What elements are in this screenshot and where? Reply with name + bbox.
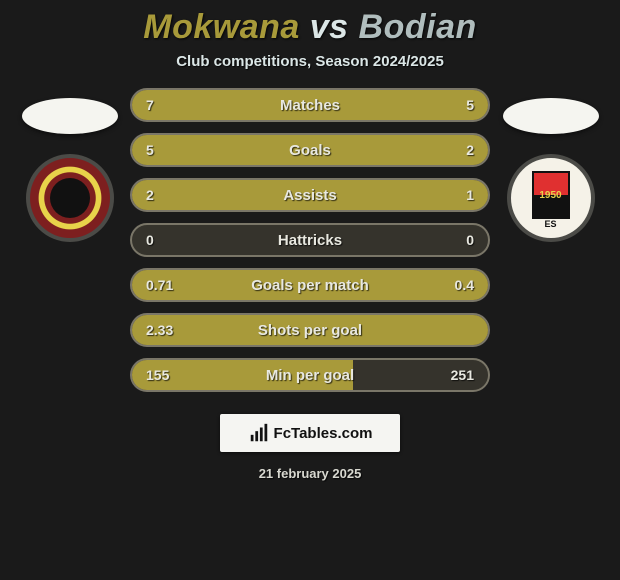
stat-row: Hattricks 0 0 bbox=[130, 223, 490, 257]
badge-right-inner: 1950 ES bbox=[532, 167, 570, 229]
body-row: Matches 7 5 Goals 5 2 Assists 2 1 Hattricks 0 0 Goal… bbox=[0, 88, 620, 392]
title: Mokwana vs Bodian bbox=[143, 8, 477, 47]
stat-value-right: 251 bbox=[451, 367, 474, 383]
stat-row: Min per goal 155 251 bbox=[130, 358, 490, 392]
stat-value-left: 7 bbox=[146, 97, 154, 113]
stat-value-right: 2 bbox=[466, 142, 474, 158]
stat-row: Shots per goal 2.33 bbox=[130, 313, 490, 347]
player2-name: Bodian bbox=[359, 8, 477, 46]
stat-label: Shots per goal bbox=[258, 322, 362, 339]
stat-row: Goals per match 0.71 0.4 bbox=[130, 268, 490, 302]
footer-date: 21 february 2025 bbox=[259, 466, 362, 481]
player2-club-badge: 1950 ES bbox=[507, 154, 595, 242]
stat-label: Assists bbox=[283, 187, 336, 204]
stat-row: Assists 2 1 bbox=[130, 178, 490, 212]
subtitle: Club competitions, Season 2024/2025 bbox=[176, 53, 444, 70]
stat-value-right: 1 bbox=[466, 187, 474, 203]
stat-value-right: 0.4 bbox=[455, 277, 474, 293]
player2-flag bbox=[503, 98, 599, 134]
stat-value-left: 2.33 bbox=[146, 322, 173, 338]
brand-text: FcTables.com bbox=[274, 425, 373, 442]
vs-label: vs bbox=[310, 8, 349, 46]
right-side: 1950 ES bbox=[498, 88, 603, 242]
badge-initials: ES bbox=[544, 219, 556, 229]
player1-name: Mokwana bbox=[143, 8, 300, 46]
left-side bbox=[17, 88, 122, 242]
stats-list: Matches 7 5 Goals 5 2 Assists 2 1 Hattricks 0 0 Goal… bbox=[130, 88, 490, 392]
stat-label: Goals per match bbox=[251, 277, 369, 294]
stat-label: Goals bbox=[289, 142, 331, 159]
comparison-card: Mokwana vs Bodian Club competitions, Sea… bbox=[0, 0, 620, 580]
player1-flag bbox=[22, 98, 118, 134]
stat-value-right: 5 bbox=[466, 97, 474, 113]
stat-value-left: 0 bbox=[146, 232, 154, 248]
player1-club-badge bbox=[26, 154, 114, 242]
badge-shield: 1950 bbox=[532, 171, 570, 219]
brand-logo[interactable]: FcTables.com bbox=[220, 414, 400, 452]
stat-value-left: 0.71 bbox=[146, 277, 173, 293]
stat-label: Min per goal bbox=[266, 367, 354, 384]
stat-value-left: 2 bbox=[146, 187, 154, 203]
stat-value-left: 5 bbox=[146, 142, 154, 158]
stat-fill-left bbox=[132, 135, 385, 165]
stat-row: Goals 5 2 bbox=[130, 133, 490, 167]
badge-year: 1950 bbox=[539, 190, 561, 201]
stat-row: Matches 7 5 bbox=[130, 88, 490, 122]
chart-icon bbox=[248, 422, 270, 444]
stat-value-left: 155 bbox=[146, 367, 169, 383]
stat-label: Hattricks bbox=[278, 232, 342, 249]
stat-value-right: 0 bbox=[466, 232, 474, 248]
stat-label: Matches bbox=[280, 97, 340, 114]
